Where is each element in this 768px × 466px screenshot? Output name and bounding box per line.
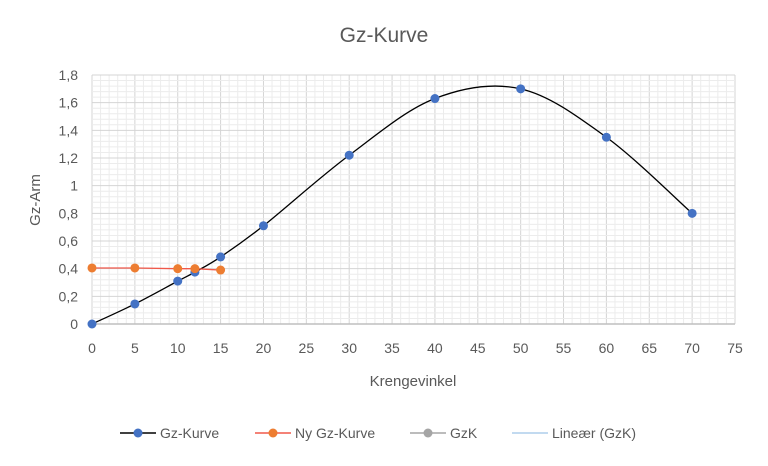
x-axis-ticks: 0 5 10 15 20 25 30 35 40 45 50 55 60 65 70 75: [88, 340, 743, 356]
data-point: [601, 132, 611, 142]
x-tick-label: 65: [641, 340, 657, 356]
x-axis-label: Krengevinkel: [370, 373, 457, 390]
y-tick-label: 0: [70, 316, 78, 332]
x-tick-label: 55: [556, 340, 572, 356]
x-tick-label: 60: [599, 340, 615, 356]
data-point: [130, 263, 140, 273]
data-point: [430, 94, 440, 104]
data-point: [87, 263, 97, 273]
x-tick-label: 0: [88, 340, 96, 356]
legend: Gz-Kurve Ny Gz-Kurve GzK Lineær (GzK): [120, 425, 636, 441]
x-tick-label: 15: [213, 340, 229, 356]
data-point: [516, 84, 526, 94]
y-tick-label: 1,6: [59, 95, 79, 111]
x-tick-label: 20: [256, 340, 272, 356]
data-point: [173, 276, 183, 286]
legend-label: Lineær (GzK): [552, 425, 636, 441]
y-axis-label: Gz-Arm: [27, 174, 44, 226]
x-tick-label: 45: [470, 340, 486, 356]
y-tick-label: 0,2: [59, 288, 79, 304]
y-tick-label: 0,4: [59, 261, 79, 277]
legend-marker-0: [133, 428, 143, 438]
legend-label: Gz-Kurve: [160, 425, 219, 441]
y-tick-label: 0,8: [59, 205, 79, 221]
x-tick-label: 75: [727, 340, 743, 356]
data-point: [130, 299, 140, 309]
y-tick-label: 1,4: [59, 122, 79, 138]
x-tick-label: 5: [131, 340, 139, 356]
x-tick-label: 50: [513, 340, 529, 356]
data-point: [87, 319, 97, 329]
series-layer: [87, 84, 697, 329]
x-tick-label: 40: [427, 340, 443, 356]
y-tick-label: 1,8: [59, 67, 79, 83]
legend-marker-1: [268, 428, 278, 438]
y-tick-label: 1: [70, 178, 78, 194]
chart-title: Gz-Kurve: [340, 24, 429, 47]
data-point: [173, 264, 183, 274]
data-point: [216, 252, 226, 262]
x-tick-label: 30: [341, 340, 357, 356]
x-tick-label: 10: [170, 340, 186, 356]
x-tick-label: 25: [299, 340, 315, 356]
y-axis-ticks: 0 0,2 0,4 0,6 0,8 1 1,2 1,4 1,6 1,8: [59, 67, 79, 332]
y-tick-label: 1,2: [59, 150, 79, 166]
data-point: [344, 150, 354, 160]
data-point: [687, 208, 697, 218]
x-tick-label: 70: [684, 340, 700, 356]
legend-label: Ny Gz-Kurve: [295, 425, 375, 441]
data-point: [190, 264, 200, 274]
gridlines: [91, 74, 736, 325]
data-point: [258, 221, 268, 231]
x-tick-label: 35: [384, 340, 400, 356]
y-tick-label: 0,6: [59, 233, 79, 249]
data-point: [216, 265, 226, 275]
legend-label: GzK: [450, 425, 478, 441]
legend-marker-2: [423, 428, 433, 438]
